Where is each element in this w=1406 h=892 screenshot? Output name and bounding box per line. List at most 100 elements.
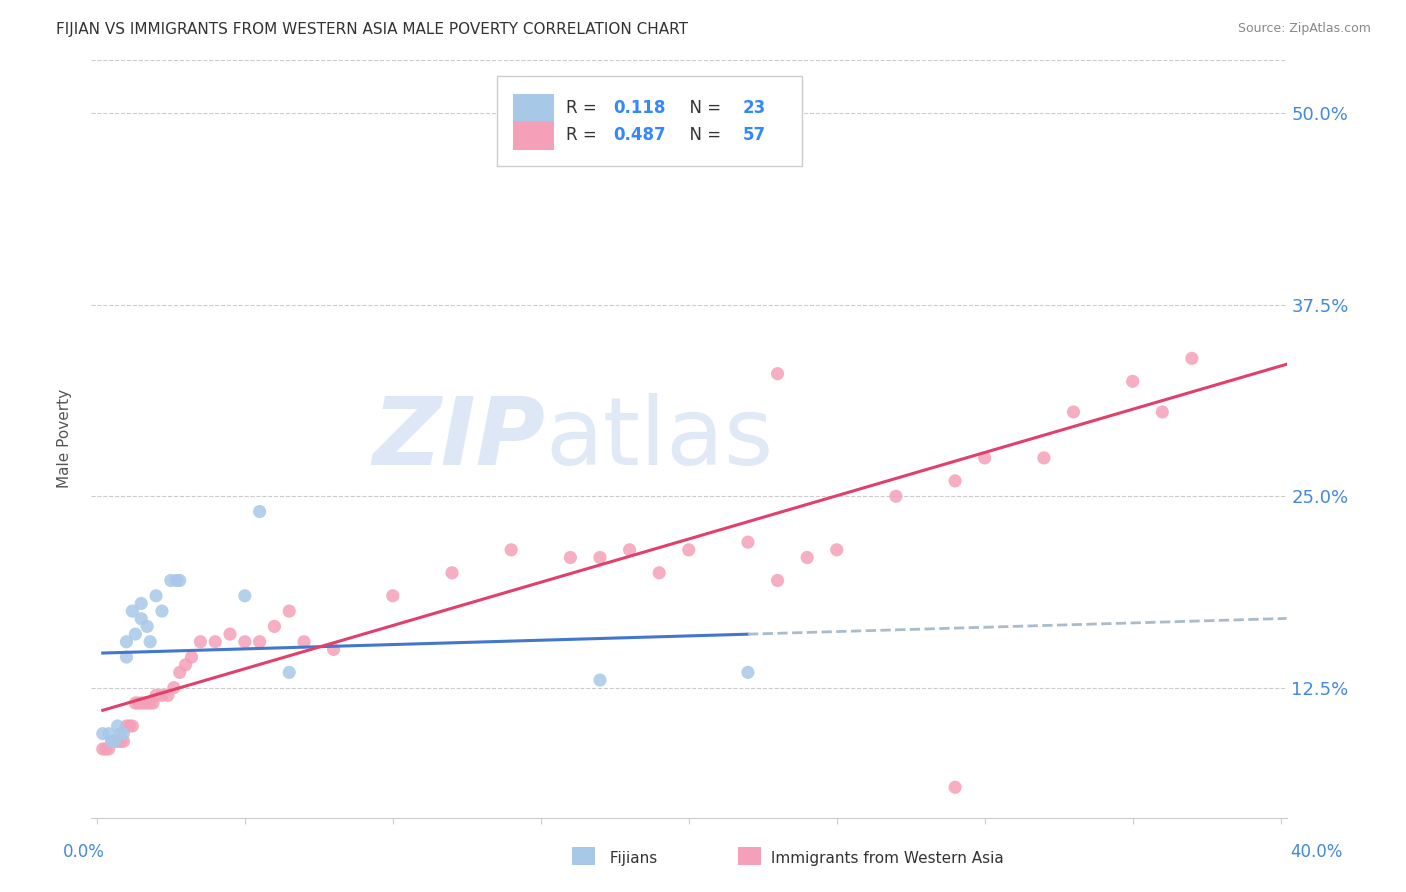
Point [129,597,152,611]
Point [150,689,173,703]
Point [121,719,143,733]
Point [737,535,759,549]
Point [145,589,167,603]
Point [166,574,188,588]
Point [381,589,404,603]
Point [1152,405,1174,419]
Point [110,734,132,748]
Text: Immigrants from Western Asia: Immigrants from Western Asia [766,851,1004,865]
Point [115,719,138,733]
Point [678,542,700,557]
Point [249,634,271,648]
Point [589,673,612,687]
Point [737,665,759,680]
Point [121,604,143,618]
Point [169,665,191,680]
Point [440,566,463,580]
Point [501,542,523,557]
Point [1122,374,1144,388]
Point [142,696,165,710]
Point [278,665,301,680]
Point [825,542,848,557]
Text: R =: R = [565,127,602,145]
Text: Source: ZipAtlas.com: Source: ZipAtlas.com [1237,22,1371,36]
Point [118,719,141,733]
Point [292,634,315,648]
Point [115,650,138,665]
Point [115,634,138,648]
Point [1181,351,1204,366]
Point [180,650,202,665]
Point [973,450,995,465]
Point [112,734,135,748]
Text: ZIP: ZIP [373,392,546,484]
Point [884,489,907,503]
Point [589,550,612,565]
Point [139,696,162,710]
Point [160,574,183,588]
Point [145,689,167,703]
Point [219,627,242,641]
Point [124,696,146,710]
Point [136,696,159,710]
Point [174,657,197,672]
Point [107,734,129,748]
Text: R =: R = [565,99,602,117]
Point [107,719,129,733]
Text: N =: N = [679,127,727,145]
Point [943,780,966,795]
Point [278,604,301,618]
Point [156,689,179,703]
Point [169,574,191,588]
Point [943,474,966,488]
Point [737,136,759,151]
Point [97,726,120,740]
Point [124,627,146,641]
Point [150,604,173,618]
Point [97,742,120,756]
Point [766,367,789,381]
Point [104,734,127,748]
Point [127,696,149,710]
Point [112,726,135,740]
Text: 40.0%: 40.0% [1291,843,1343,861]
Point [560,550,582,565]
FancyBboxPatch shape [513,121,554,150]
Point [233,589,256,603]
Point [1032,450,1054,465]
FancyBboxPatch shape [498,77,803,166]
Point [1063,405,1085,419]
Point [263,619,285,633]
Point [134,696,156,710]
Point [100,734,122,748]
Point [322,642,344,657]
Point [619,542,641,557]
Text: atlas: atlas [546,392,773,484]
Point [648,566,671,580]
Text: N =: N = [679,99,727,117]
Point [129,612,152,626]
Text: 57: 57 [742,127,766,145]
Point [204,634,226,648]
Point [190,634,212,648]
Point [104,734,127,748]
Text: 0.118: 0.118 [613,99,666,117]
Point [249,504,271,518]
Point [233,634,256,648]
FancyBboxPatch shape [513,94,554,122]
Point [94,742,117,756]
Point [163,681,186,695]
Point [136,619,159,633]
Point [110,726,132,740]
Point [100,734,122,748]
Point [129,696,152,710]
Point [796,550,818,565]
Y-axis label: Male Poverty: Male Poverty [58,389,72,488]
Text: 23: 23 [742,99,766,117]
Point [91,726,114,740]
Text: 0.487: 0.487 [613,127,666,145]
Point [139,634,162,648]
Text: FIJIAN VS IMMIGRANTS FROM WESTERN ASIA MALE POVERTY CORRELATION CHART: FIJIAN VS IMMIGRANTS FROM WESTERN ASIA M… [56,22,689,37]
Text: 0.0%: 0.0% [63,843,105,861]
Text: Fijians: Fijians [605,851,657,865]
